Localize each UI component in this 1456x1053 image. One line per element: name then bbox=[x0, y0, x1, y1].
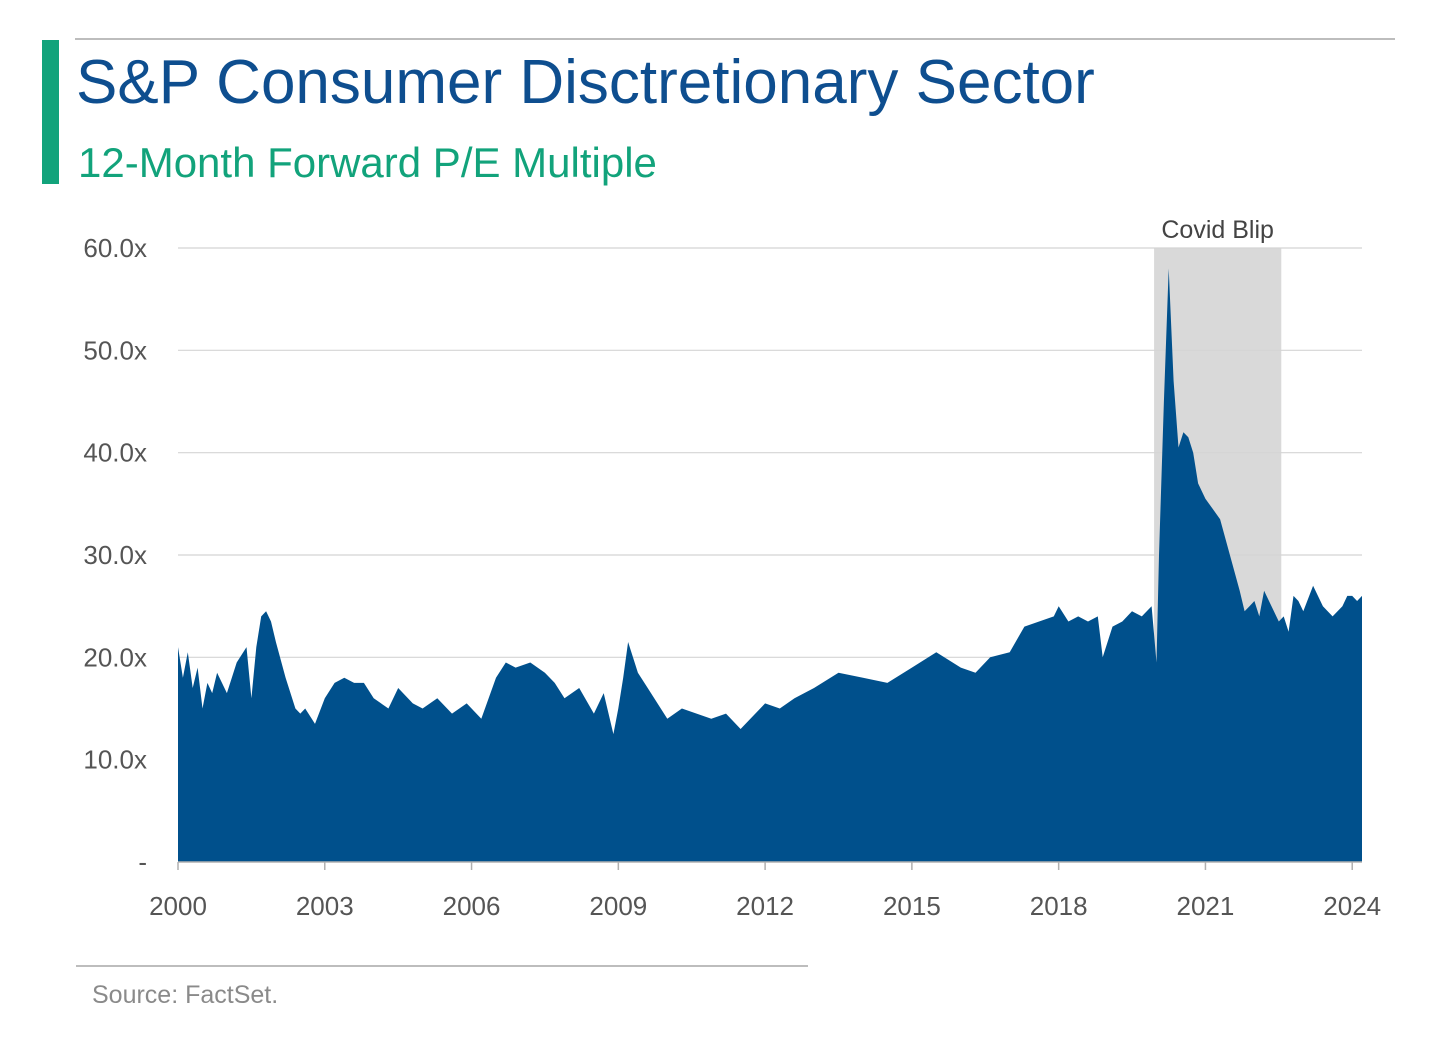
y-tick-label-10: 10.0x bbox=[83, 745, 147, 775]
y-tick-label-60: 60.0x bbox=[83, 233, 147, 263]
x-tick-label-2024: 2024 bbox=[1323, 891, 1381, 921]
x-tick-label-2009: 2009 bbox=[589, 891, 647, 921]
tick-labels: - 10.0x 20.0x 30.0x 40.0x 50.0x 60.0x 2000 2003 2… bbox=[83, 233, 1381, 921]
source-rule bbox=[76, 965, 808, 967]
x-tick-label-2003: 2003 bbox=[296, 891, 354, 921]
x-tick-label-2000: 2000 bbox=[149, 891, 207, 921]
y-tick-label-20: 20.0x bbox=[83, 642, 147, 672]
area-series-layer bbox=[178, 268, 1362, 862]
accent-bar bbox=[42, 40, 59, 184]
y-tick-label-40: 40.0x bbox=[83, 438, 147, 468]
pe-area-chart: Covid Blip - 10.0x 20.0x 30.0x 40.0x 50.0x 60.… bbox=[83, 216, 1381, 921]
chart-subtitle: 12-Month Forward P/E Multiple bbox=[78, 139, 657, 186]
x-tick-label-2006: 2006 bbox=[443, 891, 501, 921]
axes bbox=[177, 861, 1362, 870]
source-note: Source: FactSet. bbox=[92, 981, 279, 1009]
chart-title: S&P Consumer Disctretionary Sector bbox=[76, 48, 1095, 117]
x-tick-label-2012: 2012 bbox=[736, 891, 794, 921]
x-tick-label-2015: 2015 bbox=[883, 891, 941, 921]
y-tick-label-30: 30.0x bbox=[83, 540, 147, 570]
x-tick-label-2021: 2021 bbox=[1177, 891, 1235, 921]
y-tick-label-0: - bbox=[138, 847, 147, 877]
y-tick-label-50: 50.0x bbox=[83, 335, 147, 365]
covid-blip-label: Covid Blip bbox=[1161, 216, 1274, 244]
x-tick-label-2018: 2018 bbox=[1030, 891, 1088, 921]
top-rule bbox=[75, 38, 1395, 40]
pe-area-series bbox=[178, 268, 1362, 862]
